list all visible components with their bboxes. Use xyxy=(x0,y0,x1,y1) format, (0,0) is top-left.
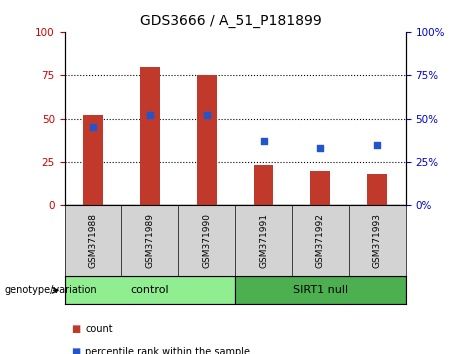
Point xyxy=(373,142,381,147)
Bar xyxy=(197,75,217,205)
Point xyxy=(146,112,154,118)
Bar xyxy=(65,276,235,304)
Text: GDS3666 / A_51_P181899: GDS3666 / A_51_P181899 xyxy=(140,14,321,28)
Text: genotype/variation: genotype/variation xyxy=(5,285,97,295)
Text: ■: ■ xyxy=(71,347,81,354)
Bar xyxy=(310,171,331,205)
Text: count: count xyxy=(85,324,113,334)
Text: GSM371993: GSM371993 xyxy=(373,213,382,268)
Text: ■: ■ xyxy=(71,324,81,334)
Point xyxy=(89,124,97,130)
Text: GSM371990: GSM371990 xyxy=(202,213,211,268)
Text: GSM371989: GSM371989 xyxy=(145,213,154,268)
Text: GSM371991: GSM371991 xyxy=(259,213,268,268)
Point xyxy=(260,138,267,144)
Text: SIRT1 null: SIRT1 null xyxy=(293,285,348,295)
Bar xyxy=(254,165,273,205)
Bar xyxy=(140,67,160,205)
Text: GSM371988: GSM371988 xyxy=(89,213,97,268)
Bar xyxy=(235,276,406,304)
Text: percentile rank within the sample: percentile rank within the sample xyxy=(85,347,250,354)
Bar xyxy=(367,174,387,205)
Bar xyxy=(83,115,103,205)
Point xyxy=(203,112,210,118)
Text: control: control xyxy=(130,285,169,295)
Point xyxy=(317,145,324,151)
Text: GSM371992: GSM371992 xyxy=(316,213,325,268)
